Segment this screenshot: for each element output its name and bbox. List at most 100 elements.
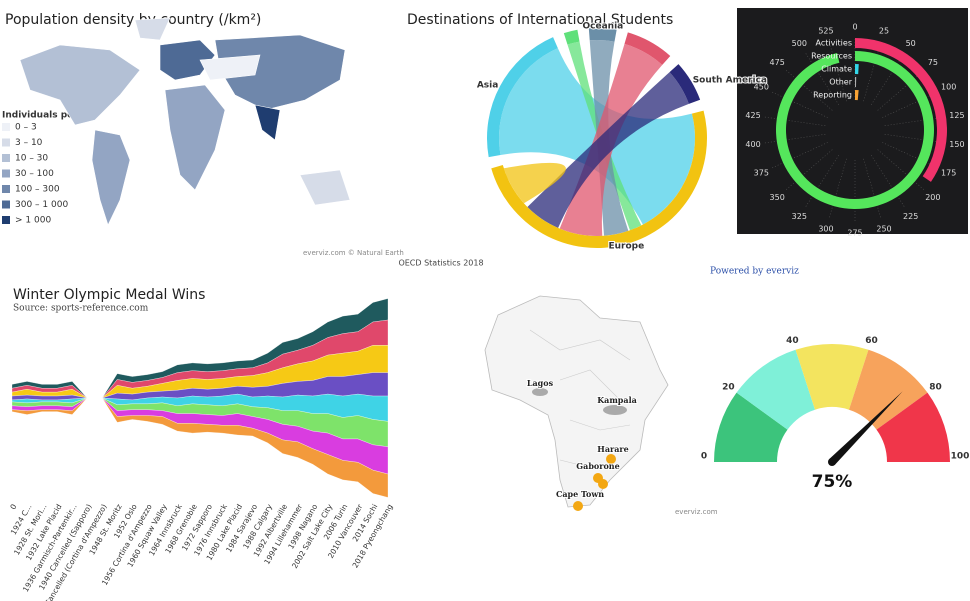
node-label: Europe [608,242,644,252]
tick-label: 50 [906,39,916,48]
gauge-band [736,349,816,430]
grid-line [877,149,925,191]
category-label: Activities [816,39,853,48]
tick-label: 175 [941,168,956,177]
radial-bar [855,38,948,182]
grid-line [884,116,947,127]
legend-swatch [2,169,10,178]
radial-bar [855,77,857,88]
legend-label: 100 – 300 [15,185,60,195]
credit: everviz.com © Natural Earth [303,249,404,257]
legend-label: 0 – 3 [15,123,37,133]
tick-label: 225 [903,212,918,221]
grid-line [870,155,905,208]
grid-line [785,149,833,191]
gauge-band [848,349,928,430]
gauge-band [714,392,788,462]
legend-swatch [2,216,10,224]
legend-label: 300 – 1 000 [15,200,68,210]
country [164,84,226,191]
tick-label: 425 [745,111,760,120]
grid-line [828,41,847,102]
tick-label: 40 [786,336,799,346]
legend-label: > 1 000 [15,216,51,226]
node-arc [669,64,701,104]
sun-icons [573,454,616,511]
grid-line [763,116,826,127]
country [19,44,141,126]
grid-line [877,69,925,111]
tick-label: 475 [770,58,785,67]
ribbon [567,41,642,231]
tick-label: 125 [949,111,964,120]
grid-line [785,69,833,111]
tick-label: 500 [792,39,807,48]
grid-line [882,91,939,118]
legend-swatch [2,200,10,209]
weather-icons [532,388,627,415]
legend-swatch [2,154,10,162]
tick-label: 250 [876,224,891,233]
grid-line [882,142,939,169]
stream-subtitle: Source: sports-reference.com [13,304,149,314]
grid-line [863,41,882,102]
tick-label: 80 [929,382,942,392]
borders [529,329,631,471]
tick-label: 0 [852,23,857,32]
country [134,17,171,41]
grid-line [884,133,947,144]
tick-label: 200 [925,193,940,202]
gauge-header: Powered by everviz [710,267,799,277]
grid-line [771,142,828,169]
tick-label: 275 [847,229,862,238]
credit: everviz.com [675,508,718,516]
tick-label: 325 [792,212,807,221]
legend-label: 10 – 30 [15,154,48,164]
tick-label: 400 [745,140,760,149]
node-label: Asia [477,81,498,91]
grid-line [863,158,882,219]
city-label: Cape Town [556,489,604,499]
chord-title: Destinations of International Students [407,12,673,28]
tick-label: 150 [949,140,964,149]
node-label: South America [693,75,767,85]
africa-map [484,295,669,508]
needle-pivot [828,458,836,466]
node-arc [588,28,617,42]
x-tick-label: 0 [8,502,18,511]
tick-label: 350 [770,193,785,202]
grid-line [771,91,828,118]
grid-line [870,52,905,105]
legend-label: 30 – 100 [15,169,54,179]
country [199,54,261,81]
credit: OECD Statistics 2018 [398,259,483,268]
node-arc [624,32,671,65]
city-label: Kampala [597,395,637,405]
city-label: Harare [597,444,628,454]
grid-line [805,52,840,105]
tick-label: 25 [879,27,889,36]
tick-label: 300 [818,224,833,233]
gauge-band [795,344,869,410]
tick-label: 100 [951,452,970,462]
city-label: Gaborone [576,461,619,471]
node-arc [563,29,580,45]
legend-swatch [2,185,10,193]
tick-label: 375 [754,168,769,177]
legend-swatch [2,138,10,147]
tick-label: 100 [941,83,956,92]
category-label: Climate [821,65,852,74]
radial-bar [855,90,859,101]
node-label: Oceania [583,22,624,32]
tick-label: 60 [865,336,878,346]
legend-swatch [2,123,10,131]
city-label: Lagos [527,378,554,388]
country [299,169,351,206]
gauge-value: 75% [812,472,853,492]
grid-line [805,155,840,208]
stream-area [11,397,389,498]
grid-line [763,133,826,144]
ribbon [527,72,689,228]
category-label: Reporting [813,91,852,100]
